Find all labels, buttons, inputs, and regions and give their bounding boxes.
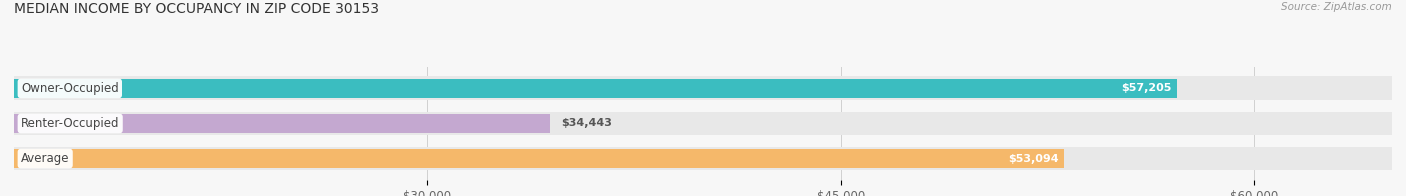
Text: Average: Average [21,152,69,165]
Text: Owner-Occupied: Owner-Occupied [21,82,118,95]
Bar [14,114,550,133]
Bar [14,112,1392,135]
Text: $34,443: $34,443 [561,118,612,129]
Text: $57,205: $57,205 [1121,83,1171,93]
Text: Renter-Occupied: Renter-Occupied [21,117,120,130]
Text: $53,094: $53,094 [1008,154,1059,164]
Text: Source: ZipAtlas.com: Source: ZipAtlas.com [1281,2,1392,12]
Bar [14,147,1392,171]
Bar [14,149,1064,168]
Bar [14,76,1392,100]
Text: MEDIAN INCOME BY OCCUPANCY IN ZIP CODE 30153: MEDIAN INCOME BY OCCUPANCY IN ZIP CODE 3… [14,2,380,16]
Bar [14,79,1177,98]
